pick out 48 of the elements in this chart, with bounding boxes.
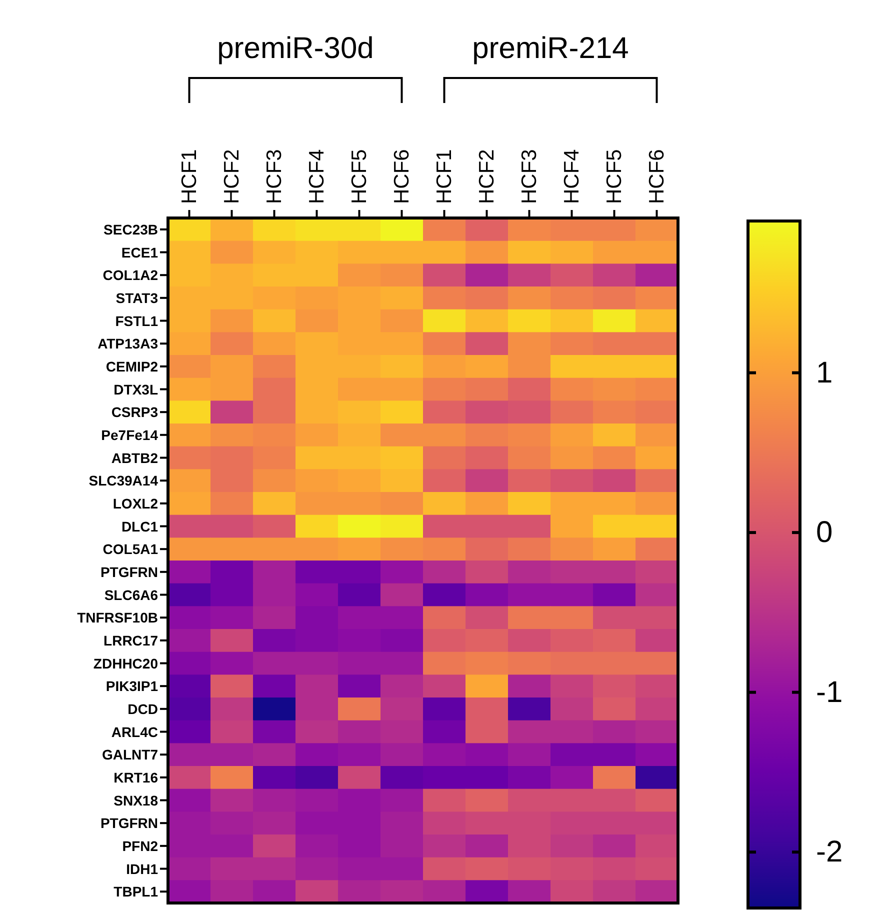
y-tick-label: ZDHHC20 [93, 655, 158, 672]
y-tick-label: COL1A2 [102, 267, 158, 284]
y-tick-label: IDH1 [126, 860, 158, 877]
y-tick-label: DTX3L [114, 381, 158, 398]
color-bar-label: 1 [816, 356, 833, 390]
y-tick-label: PTGFRN [100, 815, 158, 832]
x-tick-label: HCF4 [305, 148, 328, 204]
y-tick-label: KRT16 [114, 769, 158, 786]
y-tick-label: PIK3IP1 [106, 678, 158, 694]
x-tick-label: HCF1 [432, 149, 456, 204]
y-tick-label: LOXL2 [112, 495, 158, 512]
y-tick-label: FSTL1 [115, 312, 158, 329]
x-tick-label: HCF3 [518, 149, 541, 204]
y-tick-label: SEC23B [104, 221, 158, 238]
y-tick-label: TNFRSF10B [77, 610, 158, 626]
x-tick-label: HCF2 [475, 149, 498, 204]
text: premiR-30d [217, 32, 374, 65]
y-tick-label: Pe7Fe14 [101, 426, 158, 443]
y-tick-label: PTGFRN [100, 564, 158, 580]
x-tick-label: HCF5 [602, 149, 626, 204]
y-tick-label: SNX18 [114, 792, 158, 808]
y-tick-label: ECE1 [121, 244, 158, 260]
y-tick-label: ATP13A3 [98, 336, 158, 352]
y-tick-label: DLC1 [121, 518, 158, 534]
x-tick-label: HCF6 [645, 149, 668, 204]
y-tick-label: GALNT7 [102, 746, 158, 763]
y-tick-label: PFN2 [122, 838, 158, 854]
x-tick-label: HCF5 [348, 149, 371, 204]
x-tick-label: HCF3 [262, 149, 286, 204]
x-tick-label: HCF2 [220, 149, 244, 204]
y-tick-label: COL5A1 [102, 541, 158, 558]
y-tick-label: SLC39A14 [88, 472, 158, 489]
y-tick-label: DCD [128, 700, 158, 717]
y-tick-label: LRRC17 [104, 632, 158, 648]
color-bar-label: 0 [816, 516, 833, 550]
color-bar-label: -2 [816, 836, 843, 869]
y-tick-label: ABTB2 [111, 450, 158, 466]
color-bar-label: -1 [816, 676, 843, 709]
y-tick-label: TBPL1 [114, 884, 158, 900]
x-tick-label: HCF1 [178, 149, 201, 204]
x-tick-label: HCF4 [560, 148, 584, 204]
text: premiR-214 [472, 32, 629, 65]
y-tick-label: SLC6A6 [104, 586, 158, 603]
y-tick-label: STAT3 [116, 290, 158, 306]
y-tick-label: CEMIP2 [106, 358, 158, 374]
x-tick-label: HCF6 [390, 149, 414, 204]
y-tick-label: ARL4C [111, 724, 158, 740]
y-tick-label: CSRP3 [111, 404, 158, 420]
